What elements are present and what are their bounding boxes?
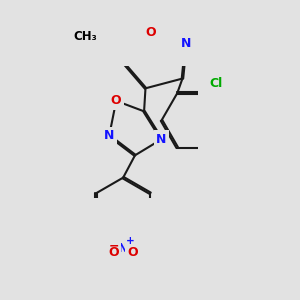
Text: N: N (181, 37, 191, 50)
Text: O: O (111, 94, 122, 107)
Text: O: O (146, 26, 156, 39)
Text: N: N (156, 133, 167, 146)
Text: +: + (126, 236, 135, 246)
Text: N: N (104, 129, 114, 142)
Text: −: − (109, 239, 119, 252)
Text: O: O (108, 246, 119, 259)
Text: N: N (118, 242, 128, 255)
Text: CH₃: CH₃ (74, 30, 98, 43)
Text: O: O (128, 246, 138, 259)
Text: Cl: Cl (209, 77, 222, 90)
